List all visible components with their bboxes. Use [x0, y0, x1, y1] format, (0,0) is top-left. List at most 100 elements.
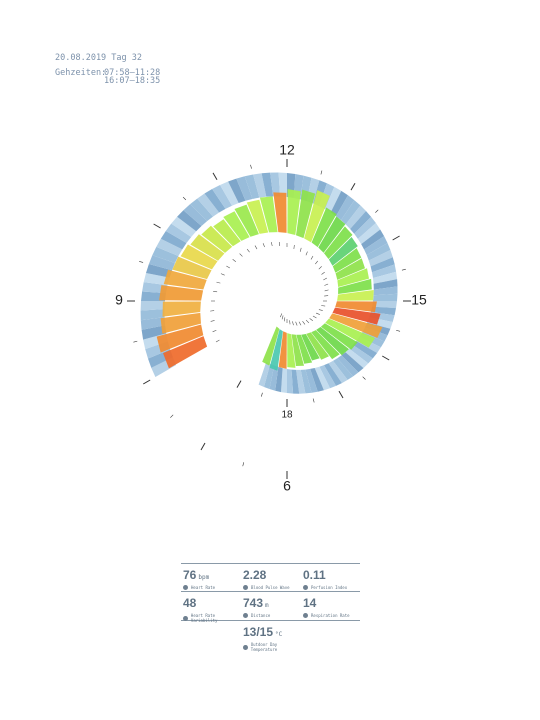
activity-bar [318, 216, 346, 253]
band-segment [258, 361, 271, 387]
activity-bar [259, 196, 278, 233]
activity-bar [234, 204, 259, 237]
tick [220, 273, 225, 276]
band-segment [352, 341, 378, 359]
activity-bar [223, 211, 250, 241]
activity-bar [320, 323, 358, 350]
tick [318, 309, 323, 311]
band-segment [281, 368, 287, 393]
band-segment [345, 205, 366, 229]
band-segment [177, 210, 202, 232]
tick [250, 164, 252, 169]
stat: 76 bpm Heart Rate [183, 566, 243, 590]
tick [305, 251, 308, 256]
band-segment [373, 293, 398, 301]
stat: 743 m Distance [243, 594, 303, 618]
band-segment [204, 189, 226, 213]
walk-time: 16:07–18:35 [104, 76, 161, 86]
stat: 13/15 °C Outdoor Day Temperature [243, 623, 303, 652]
tick [215, 339, 220, 343]
band-segment [140, 317, 166, 330]
stat-label-row: Distance [243, 613, 303, 618]
tick [320, 170, 323, 175]
band-segment [349, 345, 373, 364]
activity-bar [296, 334, 313, 364]
band-segment [270, 172, 281, 197]
band-segment [212, 185, 232, 209]
tick [324, 295, 329, 297]
band-segment [372, 264, 397, 278]
icon [243, 613, 248, 618]
stat-value-row: 743 m [243, 594, 303, 612]
band-segment [220, 181, 239, 206]
stat-value: 743 [243, 596, 264, 610]
stat: 14 Respiration Rate [303, 594, 363, 618]
activity-bar [311, 207, 337, 248]
band-segment [370, 306, 396, 316]
tick [324, 289, 329, 292]
band-segment [373, 286, 398, 296]
stat-unit: °C [275, 631, 283, 638]
tick [321, 271, 325, 275]
activity-bar [304, 190, 330, 243]
tick [212, 172, 218, 181]
stat-value-row: 2.28 [243, 566, 303, 584]
band-segment [165, 223, 192, 243]
tick [392, 235, 400, 241]
band-segment [319, 365, 336, 389]
icon [183, 615, 188, 621]
activity-bar [262, 326, 280, 366]
tick [324, 283, 329, 286]
band-segment [336, 195, 355, 221]
tick [153, 223, 161, 229]
tick [321, 305, 326, 307]
stat-value-row: 13/15 °C [243, 623, 303, 641]
band-segment [244, 174, 260, 199]
date: 20.08.2019 Tag 32 [55, 53, 142, 63]
activity-bar [213, 219, 241, 247]
band-segment [368, 250, 393, 267]
stat-label: Distance [251, 613, 271, 618]
activity-bar [325, 318, 375, 348]
tick [401, 268, 406, 271]
band-segment [333, 358, 354, 380]
band-segment [325, 186, 342, 213]
stat-label-row: Perfusion Index [303, 585, 363, 590]
tick [280, 313, 283, 318]
activity-bar [337, 268, 369, 287]
stat-value: 76 [183, 568, 197, 582]
band-segment [269, 365, 279, 391]
activity-bar [324, 226, 353, 259]
tick [278, 241, 281, 247]
tick [281, 315, 284, 320]
activity-bar [163, 336, 208, 369]
band-segment [337, 355, 359, 377]
rule [181, 620, 360, 621]
hour-label: 6 [283, 478, 291, 494]
band-segment [370, 257, 395, 273]
tick [242, 462, 245, 467]
band-segment [148, 255, 175, 271]
stat-label: Respiration Rate [311, 613, 350, 618]
activity-bar [269, 329, 283, 371]
icon [243, 585, 248, 590]
band-segment [341, 200, 361, 225]
tick [396, 329, 401, 332]
band-segment [278, 172, 287, 197]
stat-label-row: Heart Rate [183, 585, 243, 590]
tick [210, 310, 215, 312]
band-segment [305, 368, 318, 393]
tick [309, 318, 313, 322]
activity-bar [159, 285, 204, 301]
tick [315, 312, 320, 315]
tick [338, 390, 344, 399]
activity-bar [337, 290, 374, 301]
band-segment [171, 216, 197, 237]
tick [350, 182, 356, 191]
stat-label-row: Respiration Rate [303, 613, 363, 618]
tick [239, 253, 243, 257]
tick [142, 379, 151, 385]
activity-bar [316, 327, 349, 356]
band-segment [275, 366, 283, 393]
